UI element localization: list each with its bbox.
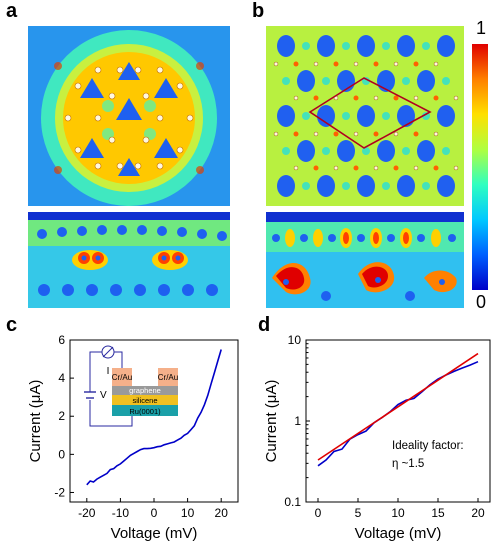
x-tick-label: 5 [355, 506, 362, 520]
ideality-annotation-line1: Ideality factor: [392, 440, 464, 452]
source-label: V [100, 390, 107, 401]
contact-right-label: Cr/Au [158, 373, 178, 382]
substrate-label: Ru(0001) [129, 407, 161, 416]
y-tick-label: 10 [288, 333, 302, 347]
iv-chart-d: 0 5 10 15 20 0.1 1 10 Voltage (mV) Current (μA) I… [263, 333, 491, 542]
y-tick-label: 0 [58, 447, 65, 461]
ideality-annotation-line2: η ~1.5 [392, 458, 424, 470]
x-axis-label: Voltage (mV) [355, 525, 442, 542]
y-axis-label: Current (μA) [263, 380, 280, 463]
colorbar-max-label: 1 [476, 18, 487, 38]
charge-density-map-a-top [28, 26, 230, 206]
substrate-layer [112, 405, 178, 416]
plot-frame [69, 339, 239, 503]
x-tick-label: 15 [431, 506, 445, 520]
series-line-0 [86, 349, 222, 486]
series-line-1 [317, 352, 479, 461]
silicene-label: silicene [132, 396, 157, 405]
x-tick-label: 20 [471, 506, 485, 520]
y-tick-label: -2 [54, 485, 65, 499]
device-schematic-inset: Cr/Au Cr/Au graphene silicene Ru(0001) I… [84, 345, 178, 427]
y-tick-label: 0.1 [284, 495, 301, 509]
x-tick-label: -20 [78, 506, 96, 520]
series-line-0 [317, 360, 479, 467]
meter-label: I [107, 366, 110, 377]
graphene-layer [112, 386, 178, 395]
colorbar-min-label: 0 [476, 292, 487, 312]
y-tick-label: 6 [58, 333, 65, 347]
panel-label-a: a [6, 0, 18, 22]
unit-cell-rhombus [308, 77, 432, 149]
y-tick-label: 2 [58, 409, 65, 423]
contact-left [112, 368, 132, 386]
x-tick-label: 0 [151, 506, 158, 520]
x-tick-label: 10 [181, 506, 195, 520]
x-tick-label: -10 [112, 506, 130, 520]
charge-density-map-b-side [266, 212, 464, 308]
charge-density-map-a-side [28, 212, 230, 308]
colorbar [472, 44, 488, 290]
y-tick-label: 1 [294, 414, 301, 428]
contact-left-label: Cr/Au [112, 373, 132, 382]
graphene-label: graphene [129, 386, 161, 395]
y-tick-label: 4 [58, 371, 65, 385]
x-tick-label: 0 [315, 506, 322, 520]
x-tick-label: 10 [391, 506, 405, 520]
y-axis-label: Current (μA) [27, 380, 44, 463]
charge-density-map-b-top [266, 26, 464, 206]
panel-label-c: c [6, 314, 18, 336]
x-axis-label: Voltage (mV) [111, 525, 198, 542]
silicene-layer [112, 395, 178, 405]
panel-label-b: b [252, 0, 265, 22]
panel-label-d: d [258, 314, 271, 336]
contact-right [158, 368, 178, 386]
x-tick-label: 20 [215, 506, 229, 520]
